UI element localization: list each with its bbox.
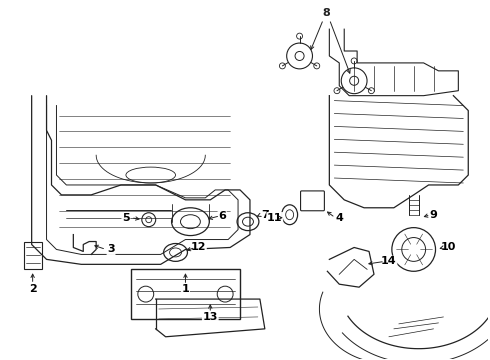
Text: 8: 8 bbox=[322, 8, 330, 18]
Text: 7: 7 bbox=[261, 210, 269, 220]
Text: 10: 10 bbox=[441, 243, 456, 252]
Text: 12: 12 bbox=[191, 243, 206, 252]
Text: 3: 3 bbox=[107, 244, 115, 255]
Text: 2: 2 bbox=[29, 284, 37, 294]
Bar bbox=[131, 269, 240, 319]
Text: 1: 1 bbox=[182, 284, 189, 294]
Text: 5: 5 bbox=[122, 213, 130, 223]
Text: 6: 6 bbox=[218, 211, 226, 221]
Text: 8: 8 bbox=[322, 8, 330, 18]
Text: 14: 14 bbox=[381, 256, 397, 266]
Text: 13: 13 bbox=[202, 312, 218, 322]
Text: 9: 9 bbox=[430, 210, 438, 220]
Bar bbox=[24, 242, 42, 269]
Text: 11: 11 bbox=[267, 213, 283, 223]
Text: 4: 4 bbox=[335, 213, 343, 223]
